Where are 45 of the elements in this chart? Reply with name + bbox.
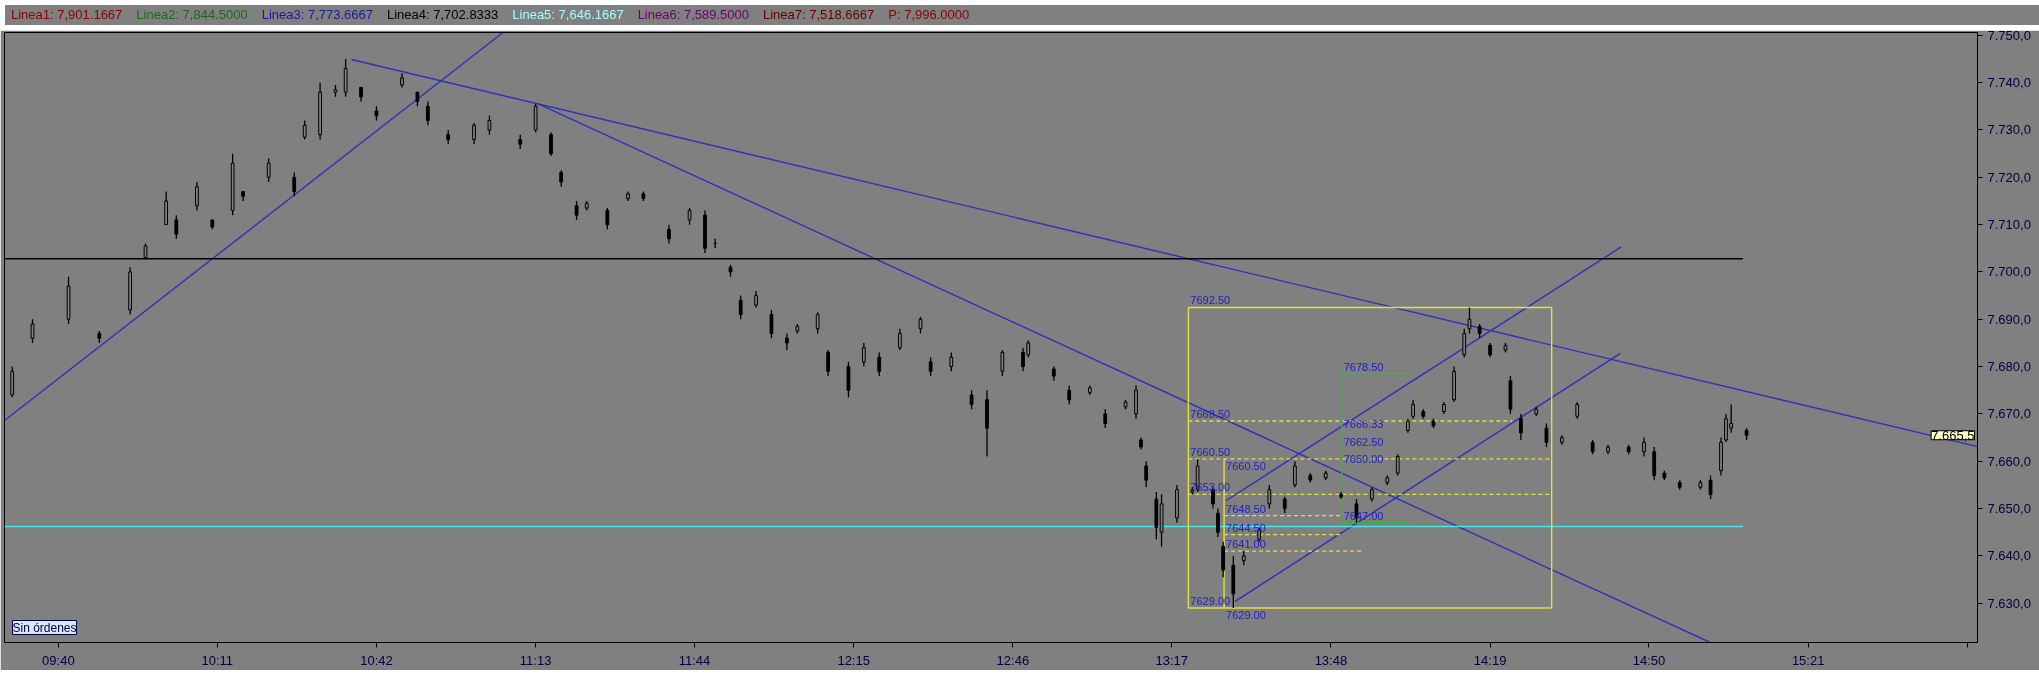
y-tick-label: 7.700,0 bbox=[1987, 264, 2031, 280]
annotation: 7678.50 bbox=[1343, 360, 1384, 373]
text: Linea3: 7,773.6667 bbox=[261, 7, 373, 22]
text: Linea5: 7,646.1667 bbox=[512, 7, 624, 22]
annotation: 7660.50 bbox=[1190, 445, 1231, 458]
x-tick-label: 11:44 bbox=[678, 652, 711, 668]
text: Linea2: 7,844.5000 bbox=[136, 7, 248, 22]
x-tick-label: 13:48 bbox=[1314, 652, 1348, 668]
y-tick-label: 7.740,0 bbox=[1987, 75, 2031, 91]
annotation: 7660.50 bbox=[1226, 459, 1266, 472]
annotation: 7692.50 bbox=[1190, 294, 1231, 307]
annotation: 7.665,5 bbox=[1931, 427, 1975, 443]
x-tick-label: 12:46 bbox=[996, 652, 1030, 668]
y-tick-label: 7.720,0 bbox=[1987, 169, 2031, 185]
y-tick-label: 7.750,0 bbox=[1987, 27, 2031, 43]
y-tick-label: 7.690,0 bbox=[1987, 311, 2031, 327]
annotation: 7666.33 bbox=[1343, 418, 1384, 431]
y-tick-label: 7.640,0 bbox=[1987, 548, 2031, 564]
text: Linea6: 7,589.5000 bbox=[637, 7, 749, 22]
y-tick-label: 7.730,0 bbox=[1987, 122, 2031, 138]
x-tick-label: 12:15 bbox=[837, 652, 870, 668]
x-tick-label: 11:13 bbox=[519, 652, 552, 668]
annotation: 7659.00 bbox=[1343, 452, 1384, 465]
x-tick-label: 09:40 bbox=[42, 652, 75, 668]
annotation: 7648.50 bbox=[1226, 502, 1266, 515]
y-tick-label: 7.660,0 bbox=[1987, 453, 2031, 469]
annotation: 7641.00 bbox=[1226, 538, 1266, 551]
text: Linea7: 7,518.6667 bbox=[762, 7, 875, 22]
x-tick-label: 10:11 bbox=[201, 652, 234, 668]
annotation: 7629.00 bbox=[1226, 608, 1266, 621]
y-tick-label: 7.630,0 bbox=[1987, 595, 2031, 611]
y-tick-label: 7.680,0 bbox=[1987, 359, 2031, 375]
x-tick-label: 10:42 bbox=[360, 652, 393, 668]
y-tick-label: 7.710,0 bbox=[1987, 217, 2031, 233]
x-tick-label: 13:17 bbox=[1155, 652, 1189, 668]
y-tick-label: 7.650,0 bbox=[1987, 501, 2031, 517]
x-tick-label: 14:19 bbox=[1473, 652, 1507, 668]
text: Linea1: 7,901.1667 bbox=[11, 7, 123, 22]
annotation: Sin órdenes bbox=[12, 620, 77, 635]
x-tick-label: 15:21 bbox=[1791, 652, 1825, 668]
annotation: 7662.50 bbox=[1343, 436, 1384, 449]
y-tick-label: 7.670,0 bbox=[1987, 406, 2031, 422]
text: Linea4: 7,702.8333 bbox=[386, 7, 499, 22]
text: P: 7,996.0000 bbox=[888, 7, 970, 22]
x-tick-label: 14:50 bbox=[1632, 652, 1666, 668]
